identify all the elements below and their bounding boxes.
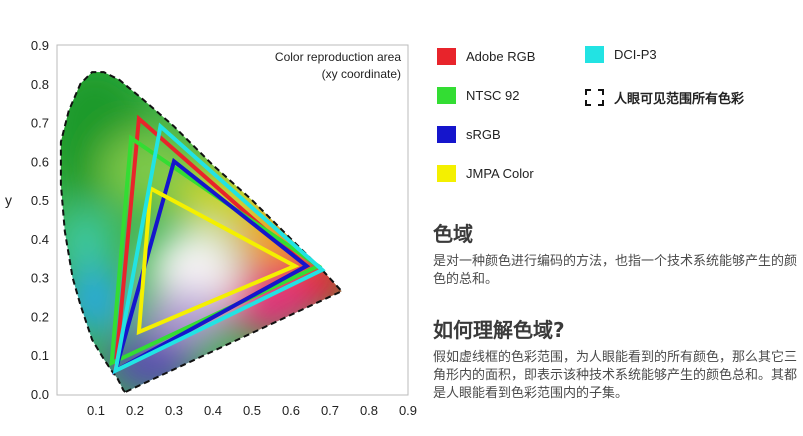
x-tick-label: 0.2 bbox=[126, 403, 144, 418]
legend-item-ntsc-92: NTSC 92 bbox=[437, 85, 519, 105]
legend-swatch-visible-gamut bbox=[585, 88, 604, 106]
legend-swatch-jmpa-color bbox=[437, 164, 456, 182]
x-tick-label: 0.6 bbox=[282, 403, 300, 418]
legend-item-srgb: sRGB bbox=[437, 124, 501, 144]
y-tick-label: 0.6 bbox=[31, 154, 49, 169]
y-tick-label: 0.3 bbox=[31, 271, 49, 286]
y-axis-label: y bbox=[5, 192, 12, 208]
legend-item-adobe-rgb: Adobe RGB bbox=[437, 46, 535, 66]
x-tick-label: 0.5 bbox=[243, 403, 261, 418]
legend-swatch-dci-p3 bbox=[585, 45, 604, 63]
y-tick-labels: 0.0 0.1 0.2 0.3 0.4 0.5 0.6 0.7 0.8 0.9 bbox=[31, 38, 49, 402]
heading-how-to-understand: 如何理解色域? bbox=[433, 318, 565, 342]
x-tick-label: 0.4 bbox=[204, 403, 222, 418]
legend: Adobe RGB NTSC 92 sRGB JMPA Color DCI-P3… bbox=[437, 44, 803, 194]
y-tick-label: 0.1 bbox=[31, 348, 49, 363]
x-tick-labels: 0.1 0.2 0.3 0.4 0.5 0.6 0.7 0.8 0.9 bbox=[87, 403, 417, 418]
para-explanation: 假如虚线框的色彩范围，为人眼能看到的所有颜色，那么其它三角形内的面积，即表示该种… bbox=[433, 350, 798, 401]
spectral-locus-outline bbox=[59, 71, 344, 394]
x-tick-label: 0.3 bbox=[165, 403, 183, 418]
y-tick-label: 0.2 bbox=[31, 309, 49, 324]
chromaticity-chart: 0.1 0.2 0.3 0.4 0.5 0.6 0.7 0.8 0.9 0.0 0.1 0.2 0.3… bbox=[5, 38, 417, 418]
plot-frame bbox=[56, 44, 409, 396]
section-understanding: 如何理解色域? 假如虚线框的色彩范围，为人眼能看到的所有颜色，那么其它三角形内的… bbox=[433, 317, 798, 403]
legend-swatch-srgb bbox=[437, 125, 456, 143]
legend-swatch-ntsc-92 bbox=[437, 86, 456, 104]
legend-item-visible-gamut: 人眼可见范围所有色彩 bbox=[585, 87, 744, 107]
para-definition: 是对一种颜色进行编码的方法，也指一个技术系统能够产生的颜色的总和。 bbox=[433, 254, 798, 287]
x-tick-label: 0.9 bbox=[399, 403, 417, 418]
section-definition: 色域 是对一种颜色进行编码的方法，也指一个技术系统能够产生的颜色的总和。 bbox=[433, 221, 798, 289]
x-tick-label: 0.7 bbox=[321, 403, 339, 418]
x-tick-label: 0.1 bbox=[87, 403, 105, 418]
gamut-triangle-dci-p3 bbox=[112, 122, 326, 375]
y-tick-label: 0.4 bbox=[31, 232, 49, 247]
y-tick-label: 0.0 bbox=[31, 387, 49, 402]
gamut-triangles bbox=[109, 114, 326, 375]
legend-label-jmpa-color: JMPA Color bbox=[466, 165, 534, 181]
y-tick-label: 0.5 bbox=[31, 193, 49, 208]
legend-label-adobe-rgb: Adobe RGB bbox=[466, 48, 536, 64]
gamut-triangle-jmpa-color bbox=[136, 185, 300, 336]
legend-label-srgb: sRGB bbox=[466, 126, 501, 142]
y-tick-label: 0.9 bbox=[31, 38, 49, 53]
y-tick-label: 0.7 bbox=[31, 116, 49, 131]
chart-subtitle: (xy coordinate) bbox=[322, 67, 401, 81]
legend-item-jmpa-color: JMPA Color bbox=[437, 163, 534, 183]
chart-title: Color reproduction area bbox=[275, 50, 401, 64]
heading-color-gamut: 色域 bbox=[433, 222, 473, 246]
x-tick-label: 0.8 bbox=[360, 403, 378, 418]
legend-label-ntsc-92: NTSC 92 bbox=[466, 87, 520, 103]
legend-label-dci-p3: DCI-P3 bbox=[614, 46, 657, 62]
y-tick-label: 0.8 bbox=[31, 77, 49, 92]
legend-swatch-adobe-rgb bbox=[437, 47, 456, 65]
legend-item-dci-p3: DCI-P3 bbox=[585, 44, 657, 64]
legend-label-visible-gamut: 人眼可见范围所有色彩 bbox=[614, 91, 745, 107]
